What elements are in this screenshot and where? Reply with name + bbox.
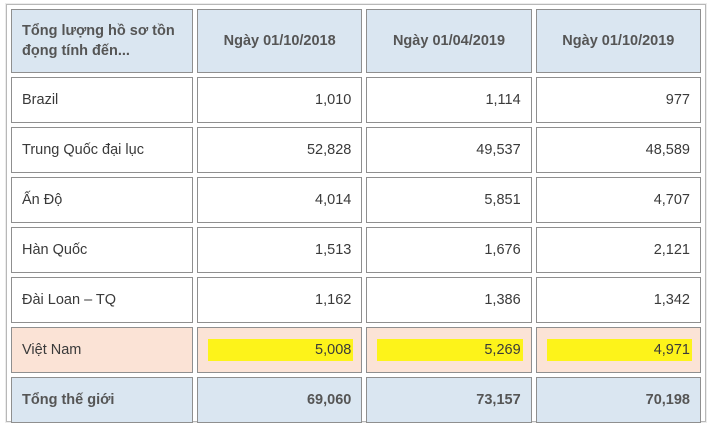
row-label: Brazil xyxy=(11,77,193,123)
value-cell: 977 xyxy=(535,77,701,123)
table-row-china: Trung Quốc đại lục 52,828 49,537 48,589 xyxy=(11,127,701,173)
value-cell: 1,513 xyxy=(197,227,363,273)
value-cell: 1,676 xyxy=(366,227,532,273)
total-value-cell: 73,157 xyxy=(366,377,532,423)
value-cell: 1,386 xyxy=(366,277,532,323)
backlog-table-container: Tổng lượng hồ sơ tồn đọng tính đến... Ng… xyxy=(6,4,706,423)
row-label: Ấn Độ xyxy=(11,177,193,223)
total-value-cell: 69,060 xyxy=(197,377,363,423)
row-label: Trung Quốc đại lục xyxy=(11,127,193,173)
table-row-world-total: Tổng thế giới 69,060 73,157 70,198 xyxy=(11,377,701,423)
highlighted-value: 5,269 xyxy=(377,339,523,361)
header-cell-2019-10: Ngày 01/10/2019 xyxy=(535,9,701,73)
row-label: Hàn Quốc xyxy=(11,227,193,273)
value-cell: 52,828 xyxy=(197,127,363,173)
table-row-india: Ấn Độ 4,014 5,851 4,707 xyxy=(11,177,701,223)
total-value-cell: 70,198 xyxy=(535,377,701,423)
value-cell: 1,114 xyxy=(366,77,532,123)
header-cell-category: Tổng lượng hồ sơ tồn đọng tính đến... xyxy=(11,9,193,73)
value-cell: 5,269 xyxy=(366,327,532,373)
value-cell: 48,589 xyxy=(535,127,701,173)
header-cell-2019-04: Ngày 01/04/2019 xyxy=(366,9,532,73)
value-cell: 1,162 xyxy=(197,277,363,323)
table-row-korea: Hàn Quốc 1,513 1,676 2,121 xyxy=(11,227,701,273)
highlighted-value: 4,971 xyxy=(546,339,692,361)
row-label: Đài Loan – TQ xyxy=(11,277,193,323)
value-cell: 5,008 xyxy=(197,327,363,373)
highlighted-value: 5,008 xyxy=(208,339,354,361)
backlog-table: Tổng lượng hồ sơ tồn đọng tính đến... Ng… xyxy=(7,5,705,427)
table-row-brazil: Brazil 1,010 1,114 977 xyxy=(11,77,701,123)
value-cell: 2,121 xyxy=(535,227,701,273)
value-cell: 49,537 xyxy=(366,127,532,173)
value-cell: 4,707 xyxy=(535,177,701,223)
value-cell: 4,971 xyxy=(535,327,701,373)
row-label: Việt Nam xyxy=(11,327,193,373)
header-row: Tổng lượng hồ sơ tồn đọng tính đến... Ng… xyxy=(11,9,701,73)
value-cell: 1,342 xyxy=(535,277,701,323)
table-row-taiwan: Đài Loan – TQ 1,162 1,386 1,342 xyxy=(11,277,701,323)
value-cell: 5,851 xyxy=(366,177,532,223)
table-row-vietnam: Việt Nam 5,008 5,269 4,971 xyxy=(11,327,701,373)
header-cell-2018-10: Ngày 01/10/2018 xyxy=(197,9,363,73)
total-label: Tổng thế giới xyxy=(11,377,193,423)
value-cell: 4,014 xyxy=(197,177,363,223)
value-cell: 1,010 xyxy=(197,77,363,123)
